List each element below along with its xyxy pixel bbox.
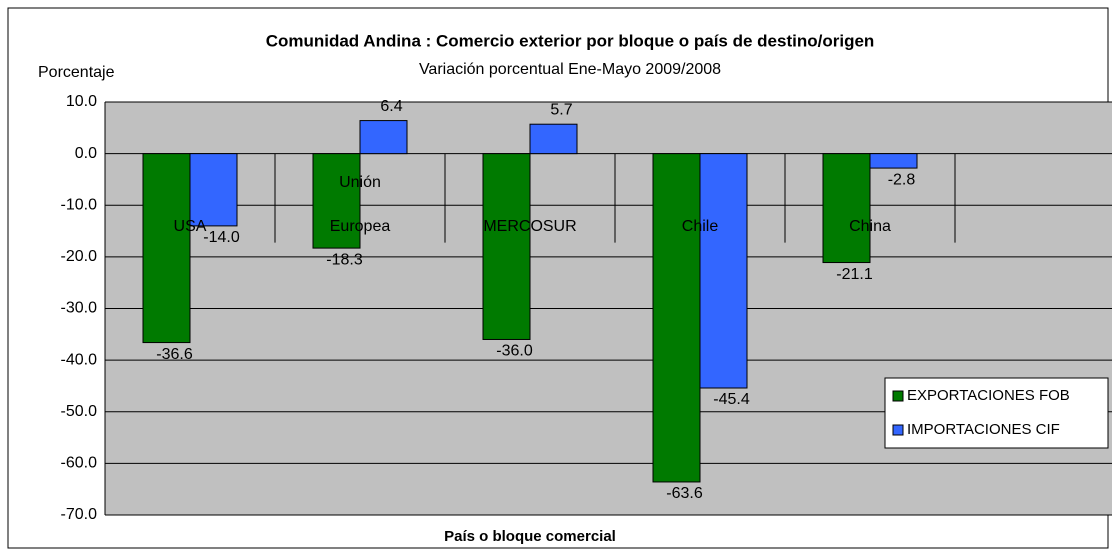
legend-swatch (892, 390, 904, 402)
bar (189, 153, 238, 227)
x-tick-label: USA (174, 218, 207, 235)
y-tick-label: 0.0 (75, 145, 97, 162)
y-tick-label: -30.0 (61, 300, 98, 317)
value-label: -36.6 (156, 346, 193, 363)
bar (142, 153, 191, 344)
value-label: -36.0 (496, 343, 533, 360)
y-tick-label: -60.0 (61, 455, 98, 472)
x-tick-label-line: Europea (330, 218, 391, 235)
x-tick-label-line: USA (174, 218, 207, 235)
value-label: -45.4 (713, 391, 750, 408)
bar (652, 153, 701, 483)
x-tick-label: Chile (682, 218, 719, 235)
bar (312, 153, 361, 249)
value-label: -2.8 (888, 171, 916, 188)
value-label: -14.0 (203, 229, 240, 246)
x-axis-title: País o bloque comercial (444, 528, 616, 545)
chart-subtitle: Variación porcentual Ene-Mayo 2009/2008 (419, 61, 721, 78)
bar (482, 153, 531, 340)
y-tick-label: -10.0 (61, 196, 98, 213)
y-tick-label: -70.0 (61, 506, 98, 523)
y-tick-label: -20.0 (61, 248, 98, 265)
bar (359, 120, 408, 155)
y-tick-label: -40.0 (61, 351, 98, 368)
y-tick-label: -50.0 (61, 403, 98, 420)
value-label: 6.4 (380, 98, 402, 115)
x-tick-label: MERCOSUR (483, 218, 576, 235)
bar (822, 153, 871, 264)
y-tick-label: 10.0 (66, 93, 97, 110)
x-tick-label-line: MERCOSUR (483, 218, 576, 235)
legend-box (884, 377, 1109, 449)
legend-label: EXPORTACIONES FOB (907, 387, 1070, 404)
value-label: -21.1 (836, 266, 873, 283)
bar (869, 153, 918, 169)
value-label: -18.3 (326, 251, 363, 268)
x-tick-label: Unión Europea (330, 174, 391, 235)
bar (529, 123, 578, 155)
y-axis-title: Porcentaje (38, 64, 115, 81)
value-label: 5.7 (550, 101, 572, 118)
legend-swatch (892, 424, 904, 436)
x-tick-label: China (849, 218, 891, 235)
chart-title: Comunidad Andina : Comercio exterior por… (266, 31, 875, 50)
value-label: -63.6 (666, 485, 703, 502)
x-tick-label-line: Chile (682, 218, 719, 235)
x-tick-label-line: China (849, 218, 891, 235)
x-tick-label-line: Unión (339, 174, 381, 191)
legend-label: IMPORTACIONES CIF (907, 421, 1060, 438)
bar (699, 153, 748, 389)
